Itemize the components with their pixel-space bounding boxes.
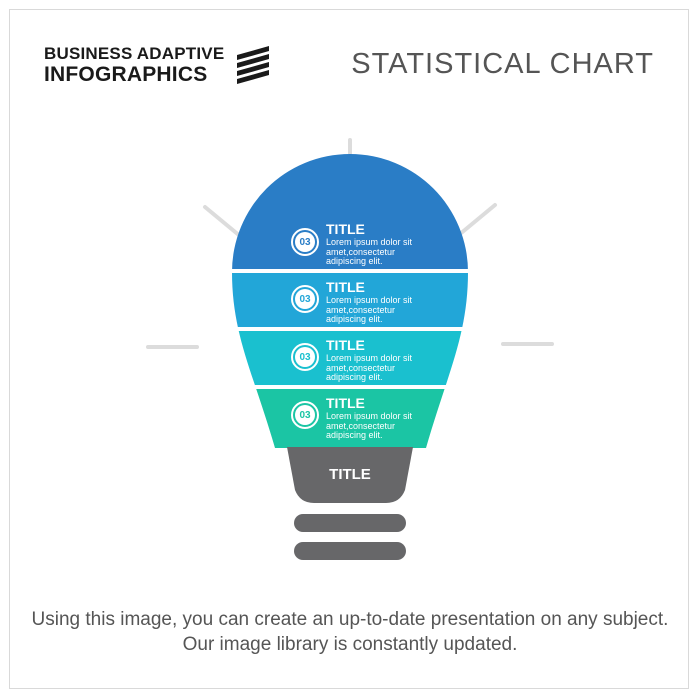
bulb-section-2 xyxy=(232,273,468,327)
section-2-number: 03 xyxy=(295,289,315,309)
bulb-thread-2 xyxy=(294,542,406,560)
brand-logo: BUSINESS ADAPTIVE INFOGRAPHICS xyxy=(44,44,269,86)
bulb-section-3 xyxy=(232,331,468,385)
section-1-number: 03 xyxy=(295,232,315,252)
section-2-text: Lorem ipsum dolor sit amet,consectetur a… xyxy=(326,295,413,324)
section-1-text: Lorem ipsum dolor sit amet,consectetur a… xyxy=(326,237,413,266)
section-4-title: TITLE xyxy=(326,395,365,411)
bulb-base xyxy=(287,447,413,503)
bulb-thread-1 xyxy=(294,514,406,532)
light-ray-upper-left xyxy=(203,205,242,238)
section-3-content: TITLE Lorem ipsum dolor sit amet,consect… xyxy=(326,338,436,383)
base-title: TITLE xyxy=(329,466,371,483)
brand-stripes-icon xyxy=(237,46,269,84)
section-1-content: TITLE Lorem ipsum dolor sit amet,consect… xyxy=(326,222,436,267)
section-2-badge: 03 xyxy=(291,285,319,313)
section-2-content: TITLE Lorem ipsum dolor sit amet,consect… xyxy=(326,280,436,325)
section-3-title: TITLE xyxy=(326,337,365,353)
section-2-title: TITLE xyxy=(326,279,365,295)
section-3-number: 03 xyxy=(295,347,315,367)
light-ray-upper-right xyxy=(458,203,497,236)
section-3-text: Lorem ipsum dolor sit amet,consectetur a… xyxy=(326,353,413,382)
section-4-number: 03 xyxy=(295,405,315,425)
page-title: STATISTICAL CHART xyxy=(351,48,654,80)
footer-description: Using this image, you can create an up-t… xyxy=(31,609,669,655)
brand-line-2: INFOGRAPHICS xyxy=(44,63,208,86)
section-4-content: TITLE Lorem ipsum dolor sit amet,consect… xyxy=(326,396,436,441)
section-4-badge: 03 xyxy=(291,401,319,429)
section-3-badge: 03 xyxy=(291,343,319,371)
section-1-badge: 03 xyxy=(291,228,319,256)
section-4-text: Lorem ipsum dolor sit amet,consectetur a… xyxy=(326,411,413,440)
section-1-title: TITLE xyxy=(326,221,365,237)
brand-line-1: BUSINESS ADAPTIVE xyxy=(44,44,225,63)
